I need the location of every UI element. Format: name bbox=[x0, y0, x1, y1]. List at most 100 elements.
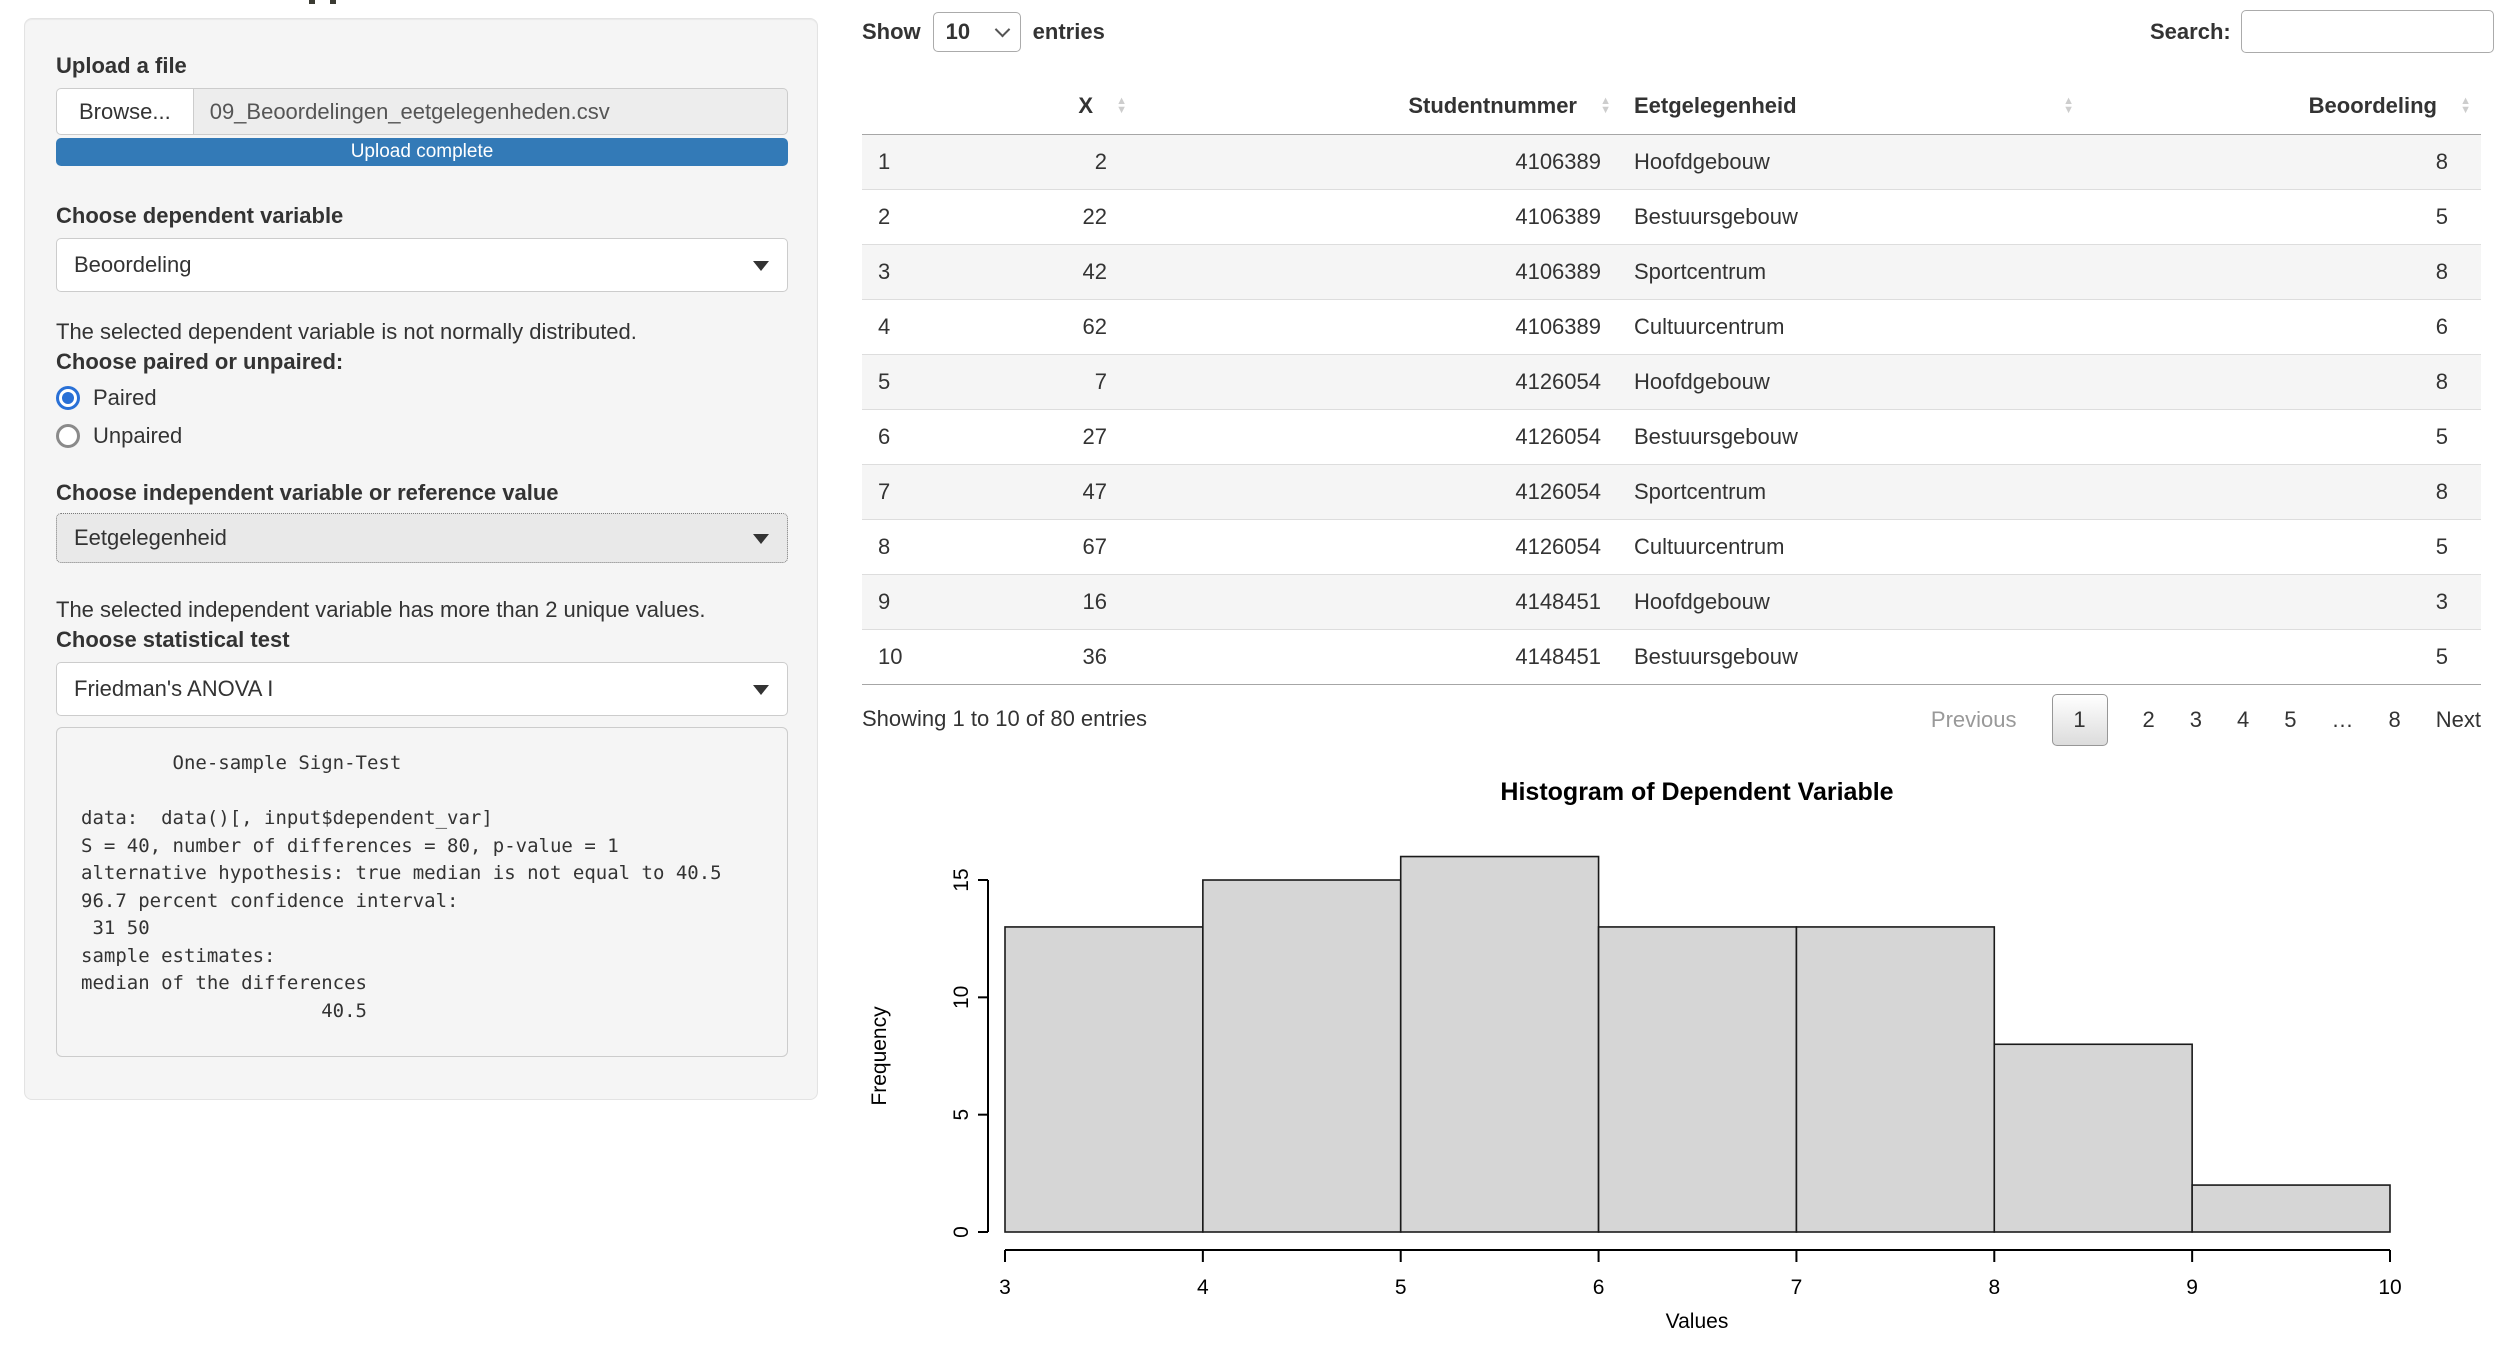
table-cell: 5 bbox=[862, 354, 1012, 410]
table-cell: 2 bbox=[862, 189, 1012, 245]
table-search-control: Search: bbox=[2150, 10, 2494, 53]
page-length-select[interactable]: 10 bbox=[932, 12, 1021, 52]
table-cell: 4106389 bbox=[1137, 189, 1621, 245]
x-tick-label: 7 bbox=[1791, 1276, 1803, 1299]
y-tick-label: 15 bbox=[950, 868, 973, 891]
table-cell: 42 bbox=[1012, 244, 1137, 300]
pagination-page-1[interactable]: 1 bbox=[2051, 694, 2108, 746]
file-name-field[interactable]: 09_Beoordelingen_eetgelegenheden.csv bbox=[193, 88, 788, 135]
radio-option-unpaired[interactable]: Unpaired bbox=[56, 422, 786, 450]
statistical-test-select[interactable]: Friedman's ANOVA I bbox=[56, 662, 788, 716]
x-tick-label: 4 bbox=[1197, 1276, 1209, 1299]
table-cell: 4126054 bbox=[1137, 464, 1621, 520]
table-cell: 4148451 bbox=[1137, 574, 1621, 630]
radio-unselected-icon[interactable] bbox=[56, 424, 80, 448]
radio-selected-icon[interactable] bbox=[56, 386, 80, 410]
table-cell: 4106389 bbox=[1137, 244, 1621, 300]
table-cell: Sportcentrum bbox=[1621, 244, 2084, 300]
pagination-ellipsis[interactable]: … bbox=[2331, 707, 2354, 732]
table-row: 3 42 4106389 Sportcentrum 8 bbox=[862, 244, 2481, 300]
table-row: 2 22 4106389 Bestuursgebouw 5 bbox=[862, 189, 2481, 245]
data-table: X ▲ ▼ Studentnummer ▲ ▼ Eetgelegenheid ▲ ▼ Beoord… bbox=[862, 78, 2481, 685]
statistical-test-value: Friedman's ANOVA I bbox=[74, 676, 274, 701]
dependent-variable-select[interactable]: Beoordeling bbox=[56, 238, 788, 292]
table-cell: 4 bbox=[862, 299, 1012, 355]
search-input[interactable] bbox=[2240, 10, 2494, 53]
column-header-label: Beoordeling bbox=[2308, 92, 2437, 118]
file-input[interactable]: Browse... 09_Beoordelingen_eetgelegenhed… bbox=[56, 88, 788, 135]
independent-variable-label: Choose independent variable or reference… bbox=[56, 480, 559, 505]
table-cell: 4126054 bbox=[1137, 409, 1621, 465]
histogram-bar bbox=[1202, 879, 1402, 1233]
sort-arrows-icon: ▲ ▼ bbox=[2460, 94, 2471, 116]
table-cell: Hoofdgebouw bbox=[1621, 354, 2084, 410]
column-header-studentnummer[interactable]: Studentnummer ▲ ▼ bbox=[1137, 78, 1621, 135]
x-tick-label: 9 bbox=[2186, 1276, 2198, 1299]
pagination-page-4[interactable]: 4 bbox=[2237, 707, 2250, 732]
paired-label: Choose paired or unpaired: bbox=[56, 349, 344, 374]
column-header-x[interactable]: X ▲ ▼ bbox=[1012, 78, 1137, 135]
histogram-bar bbox=[1795, 926, 1996, 1233]
column-header-eetgelegenheid[interactable]: Eetgelegenheid ▲ ▼ bbox=[1621, 78, 2084, 135]
table-row: 8 67 4126054 Cultuurcentrum 5 bbox=[862, 519, 2481, 575]
x-tick-label: 3 bbox=[999, 1276, 1011, 1299]
clipped-page-title-fragment bbox=[330, 0, 336, 4]
histogram-bar bbox=[1004, 926, 1204, 1233]
independent-variable-select[interactable]: Eetgelegenheid bbox=[56, 513, 788, 563]
x-tick-label: 10 bbox=[2378, 1276, 2401, 1299]
table-row: 6 27 4126054 Bestuursgebouw 5 bbox=[862, 409, 2481, 465]
independent-variable-value: Eetgelegenheid bbox=[74, 525, 227, 550]
sort-arrows-icon: ▲ ▼ bbox=[1600, 94, 1611, 116]
column-header-beoordeling[interactable]: Beoordeling ▲ ▼ bbox=[2084, 78, 2481, 135]
table-cell: 10 bbox=[862, 629, 1012, 685]
table-cell: 62 bbox=[1012, 299, 1137, 355]
table-info: Showing 1 to 10 of 80 entries bbox=[862, 706, 1147, 731]
table-cell: 9 bbox=[862, 574, 1012, 630]
table-cell: 3 bbox=[2084, 574, 2481, 630]
table-cell: 8 bbox=[2084, 464, 2481, 520]
table-cell: Bestuursgebouw bbox=[1621, 189, 2084, 245]
radio-label: Unpaired bbox=[93, 423, 183, 448]
browse-button[interactable]: Browse... bbox=[56, 88, 194, 135]
pagination-page-3[interactable]: 3 bbox=[2189, 707, 2202, 732]
table-cell: 8 bbox=[2084, 244, 2481, 300]
table-cell: Cultuurcentrum bbox=[1621, 299, 2084, 355]
table-cell: 16 bbox=[1012, 574, 1137, 630]
column-header-index bbox=[862, 78, 1012, 135]
pagination-page-5[interactable]: 5 bbox=[2284, 707, 2297, 732]
table-cell: 4106389 bbox=[1137, 134, 1621, 190]
statistical-test-label: Choose statistical test bbox=[56, 627, 290, 652]
chevron-down-icon bbox=[753, 534, 769, 544]
y-tick-label: 0 bbox=[950, 1226, 973, 1238]
table-row: 9 16 4148451 Hoofdgebouw 3 bbox=[862, 574, 2481, 630]
dependent-variable-label: Choose dependent variable bbox=[56, 203, 344, 228]
table-cell: 8 bbox=[2084, 354, 2481, 410]
clipped-page-title-fragment bbox=[309, 0, 315, 4]
y-axis-label: Frequency bbox=[868, 1006, 891, 1106]
table-cell: 22 bbox=[1012, 189, 1137, 245]
sort-arrows-icon: ▲ ▼ bbox=[1116, 94, 1127, 116]
chart-title: Histogram of Dependent Variable bbox=[1500, 778, 1893, 806]
table-cell: 36 bbox=[1012, 629, 1137, 685]
search-label: Search: bbox=[2150, 18, 2231, 44]
pagination-page-2[interactable]: 2 bbox=[2142, 707, 2155, 732]
table-cell: Bestuursgebouw bbox=[1621, 409, 2084, 465]
page-length-value: 10 bbox=[945, 19, 971, 44]
pagination-page-8[interactable]: 8 bbox=[2388, 707, 2401, 732]
table-cell: 47 bbox=[1012, 464, 1137, 520]
histogram-bar bbox=[1597, 926, 1798, 1233]
histogram-chart: Histogram of Dependent Variable 0 5 10 15 Fre… bbox=[850, 760, 2496, 1360]
column-header-label: Eetgelegenheid bbox=[1634, 92, 1797, 118]
pagination-next[interactable]: Next bbox=[2435, 707, 2481, 732]
table-cell: 4126054 bbox=[1137, 354, 1621, 410]
table-cell: 2 bbox=[1012, 134, 1137, 190]
test-output: One-sample Sign-Test data: data()[, inpu… bbox=[56, 727, 788, 1057]
radio-label: Paired bbox=[93, 385, 157, 410]
pagination-previous[interactable]: Previous bbox=[1930, 707, 2017, 732]
radio-option-paired[interactable]: Paired bbox=[56, 384, 786, 412]
table-cell: Hoofdgebouw bbox=[1621, 134, 2084, 190]
table-cell: 7 bbox=[1012, 354, 1137, 410]
table-cell: 4148451 bbox=[1137, 629, 1621, 685]
table-row: 1 2 4106389 Hoofdgebouw 8 bbox=[862, 134, 2481, 190]
table-cell: 7 bbox=[862, 464, 1012, 520]
